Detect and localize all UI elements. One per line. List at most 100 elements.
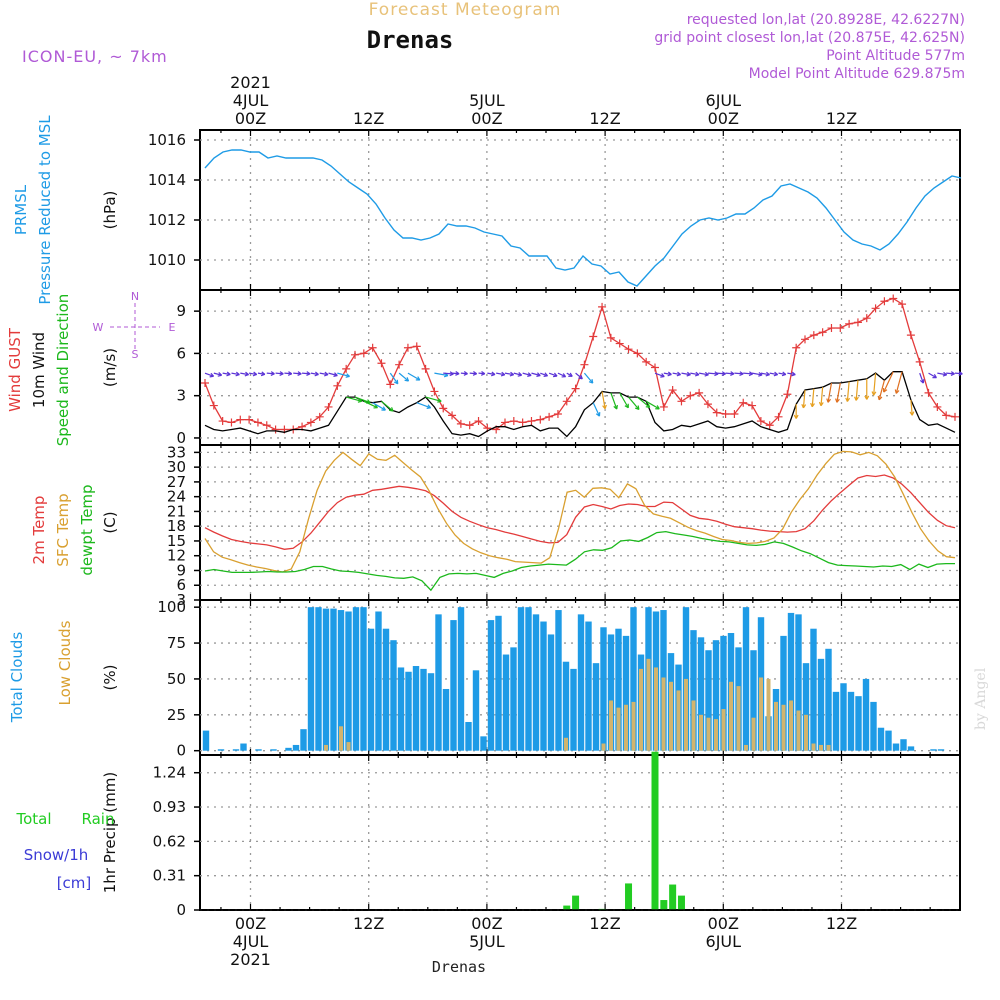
top-time-label: 12Z (826, 109, 857, 128)
wind-arrow-head (500, 371, 506, 377)
wind-arrow (760, 372, 770, 376)
wind-arrow-head (345, 373, 350, 378)
low-cloud-bar (804, 714, 808, 751)
wind-arrow (319, 372, 329, 376)
gust-marker (545, 412, 554, 421)
total-cloud-bar (525, 607, 532, 751)
y-axis-label: (hPa) (101, 191, 119, 230)
requested-coords: requested lon,lat (20.8928E, 42.6227N) (687, 12, 965, 28)
wind-arrow (249, 372, 257, 376)
y-axis-label: (m/s) (101, 348, 119, 387)
wind-arrow (222, 372, 231, 376)
y-tick-label: 50 (167, 670, 186, 688)
y-tick-label: 1016 (148, 131, 186, 149)
grid-point-coords: grid point closest lon,lat (20.875E, 42.… (654, 30, 965, 46)
wind-arrow (540, 372, 548, 377)
wind-arrow-head (765, 371, 770, 377)
low-cloud-bar (346, 742, 351, 751)
wind-arrow (583, 372, 594, 384)
gust-marker (509, 417, 518, 426)
wind-speed-dir-label: Speed and Direction (54, 294, 72, 447)
wind-arrow-head (739, 371, 744, 377)
gust-marker (562, 397, 571, 406)
wind-arrow (846, 381, 850, 402)
low-cloud-bar (826, 744, 831, 751)
total-cloud-bar (810, 628, 817, 751)
wind-arrow-head (624, 403, 629, 409)
total-cloud-bar (405, 671, 412, 751)
wind-arrow-head (509, 371, 515, 377)
rain-bar (660, 900, 668, 910)
bottom-time-label: 00Z (471, 914, 502, 933)
wind-arrow (910, 399, 913, 416)
total-cloud-bar (435, 614, 442, 751)
bottom-time-label: 2021 (230, 950, 271, 969)
total-cloud-bar (495, 615, 502, 751)
temp-2m-label: 2m Temp (30, 496, 48, 565)
wind-arrow (592, 402, 601, 417)
wind-arrow (663, 372, 672, 376)
total-cloud-bar (352, 607, 360, 751)
pressure-panel: 1010 1012 1014 1016 (hPa) PRMSL Pressure Reduc… (12, 115, 962, 305)
total-cloud-bar (217, 749, 225, 751)
wind-arrow-head (793, 414, 799, 419)
wind-arrow-head (536, 372, 541, 378)
low-cloud-bar (759, 677, 763, 751)
gust-marker (589, 332, 598, 341)
total-cloud-bar (630, 607, 637, 751)
wind-arrow-head (602, 404, 607, 410)
y-tick-label: 30 (167, 458, 186, 476)
wind-arrow-head (279, 371, 284, 376)
total-cloud-bar (855, 696, 862, 751)
wind-arrow (883, 371, 894, 393)
gust-marker (942, 411, 951, 420)
y-tick-label: 0 (176, 742, 186, 760)
wind-arrow-head (404, 377, 410, 382)
top-time-label: 00Z (708, 109, 739, 128)
gust-marker (721, 410, 730, 418)
wind-arrow-head (527, 372, 532, 377)
wind-arrow (601, 391, 606, 409)
low-cloud-bar (684, 678, 688, 751)
point-altitude: Point Altitude 577m (826, 48, 965, 64)
gust-marker (951, 412, 959, 421)
gust-marker (351, 350, 359, 359)
wind-arrow (372, 402, 386, 411)
top-time-label: 6JUL (706, 91, 742, 110)
wind-arrow (787, 372, 796, 376)
total-cloud-bar (300, 729, 307, 751)
low-cloud-bar (669, 681, 673, 751)
wind-arrow (487, 372, 496, 376)
wind-arrow (354, 396, 371, 404)
total-cloud-bar (442, 688, 450, 751)
gust-marker (536, 415, 545, 424)
wind-arrow (802, 389, 806, 408)
wind-arrow (811, 388, 815, 407)
gust-marker (677, 397, 686, 406)
y-tick-label: 9 (176, 561, 186, 579)
gust-marker (783, 390, 792, 399)
wind-arrow-head (826, 398, 832, 403)
low-cloud-bar (706, 717, 711, 751)
total-cloud-bar (307, 607, 315, 751)
panel-frame (199, 444, 961, 601)
wind-arrow-head (919, 379, 925, 384)
wind-arrow-head (314, 371, 319, 377)
wind-arrow-head (730, 371, 735, 377)
wind-arrow-head (306, 371, 311, 376)
total-cloud-bar (547, 634, 555, 751)
gust-marker (448, 411, 457, 420)
low-cloud-bar (796, 710, 801, 751)
total-cloud-bar (412, 666, 420, 751)
wind-arrow-head (845, 397, 851, 402)
cm-label: [cm] (57, 874, 92, 892)
wind-arrow-head (781, 371, 787, 377)
gust-marker (774, 412, 783, 421)
y-tick-label: 0 (176, 429, 186, 447)
total-cloud-bar (390, 640, 397, 751)
bottom-time-label: 00Z (708, 914, 739, 933)
wind-arrow-head (333, 372, 338, 378)
total-cloud-bar (870, 701, 877, 751)
